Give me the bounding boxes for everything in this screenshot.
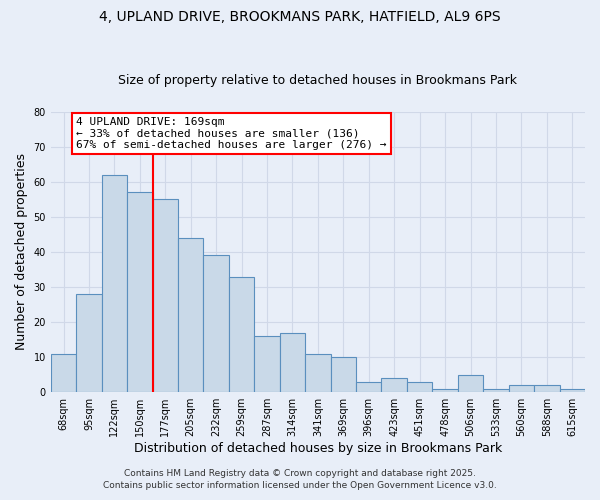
Bar [254, 336, 280, 392]
Bar [560, 388, 585, 392]
Bar [458, 374, 483, 392]
Bar [229, 276, 254, 392]
Bar [280, 332, 305, 392]
Text: Contains HM Land Registry data © Crown copyright and database right 2025.
Contai: Contains HM Land Registry data © Crown c… [103, 469, 497, 490]
Bar [203, 256, 229, 392]
Bar [433, 388, 458, 392]
Bar [101, 175, 127, 392]
Bar [51, 354, 76, 392]
Bar [534, 385, 560, 392]
Bar [331, 357, 356, 392]
Text: 4, UPLAND DRIVE, BROOKMANS PARK, HATFIELD, AL9 6PS: 4, UPLAND DRIVE, BROOKMANS PARK, HATFIEL… [99, 10, 501, 24]
Bar [509, 385, 534, 392]
Bar [356, 382, 382, 392]
Bar [305, 354, 331, 392]
Bar [178, 238, 203, 392]
Bar [152, 200, 178, 392]
Bar [382, 378, 407, 392]
Y-axis label: Number of detached properties: Number of detached properties [15, 154, 28, 350]
Text: 4 UPLAND DRIVE: 169sqm
← 33% of detached houses are smaller (136)
67% of semi-de: 4 UPLAND DRIVE: 169sqm ← 33% of detached… [76, 117, 387, 150]
Bar [407, 382, 433, 392]
Bar [76, 294, 101, 392]
Bar [127, 192, 152, 392]
Title: Size of property relative to detached houses in Brookmans Park: Size of property relative to detached ho… [118, 74, 517, 87]
Bar [483, 388, 509, 392]
X-axis label: Distribution of detached houses by size in Brookmans Park: Distribution of detached houses by size … [134, 442, 502, 455]
